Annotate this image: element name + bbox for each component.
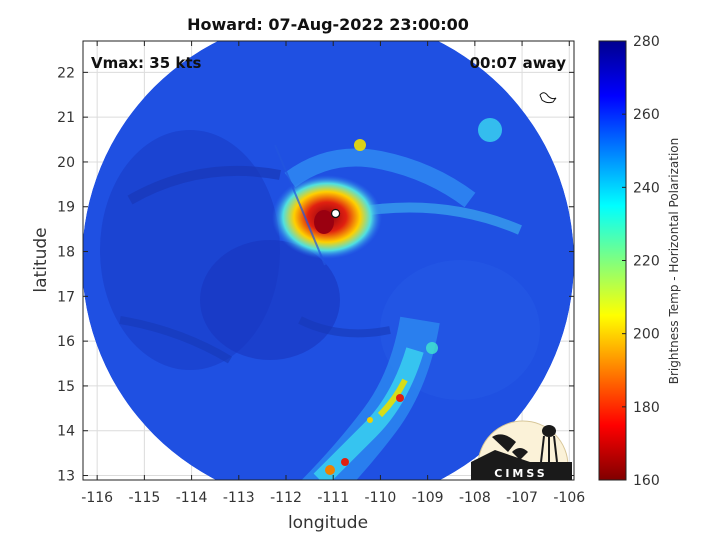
colorbar-ticks: 160 180 200 220 240 260 280 [622, 34, 660, 489]
hot-spot [325, 465, 335, 475]
storm-center-point [330, 208, 341, 219]
colorbar-tick-label: 280 [633, 34, 660, 50]
x-tick-label: -116 [81, 490, 113, 506]
chart-title: Howard: 07-Aug-2022 23:00:00 [187, 15, 469, 34]
land-outline [539, 92, 557, 104]
y-tick-label: 15 [57, 379, 75, 395]
cimss-logo: CIMSS [471, 420, 572, 480]
y-tick-label: 22 [57, 65, 75, 81]
x-tick-label: -113 [223, 490, 255, 506]
x-tick-label: -110 [365, 490, 397, 506]
dark-band [298, 316, 391, 338]
colorbar-tick-label: 220 [633, 254, 660, 270]
rainband-north [284, 148, 476, 208]
cyan-cell [354, 139, 366, 151]
cyan-cell [478, 118, 502, 142]
logo-roof [471, 450, 530, 462]
colorbar-tick-label: 260 [633, 107, 660, 123]
logo-dish [512, 448, 528, 460]
rainband-south-core [313, 347, 424, 480]
colorbar-tick-label: 200 [633, 327, 660, 343]
logo-building [471, 462, 572, 480]
x-tick-label: -106 [553, 490, 585, 506]
y-tick-label: 14 [57, 424, 75, 440]
cyan-cell [426, 342, 438, 354]
x-tick-label: -109 [412, 490, 444, 506]
colorbar-label: Brightness Temp - Horizontal Polarizatio… [667, 138, 681, 385]
y-tick-label: 16 [57, 334, 75, 350]
logo-text: CIMSS [494, 467, 547, 480]
y-axis: 13 14 15 16 17 18 19 20 21 22 [57, 65, 574, 485]
swath-seam [274, 144, 326, 266]
y-tick-label: 21 [57, 110, 75, 126]
x-tick-label: -114 [176, 490, 208, 506]
y-tick-label: 20 [57, 155, 75, 171]
away-annotation: 00:07 away [470, 54, 567, 72]
x-tick-label: -115 [128, 490, 160, 506]
dark-band [119, 316, 233, 364]
colorbar-tick-label: 160 [633, 473, 660, 489]
rainband-south-hot [377, 378, 408, 418]
plot-frame [82, 40, 575, 481]
storm-core [314, 210, 334, 234]
hot-spot [396, 394, 404, 402]
y-axis-label: latitude [31, 227, 51, 292]
x-tick-label: -111 [317, 490, 349, 506]
colorbar [598, 40, 627, 481]
logo-dish [492, 434, 516, 452]
y-tick-label: 18 [57, 245, 75, 261]
x-tick-label: -108 [459, 490, 491, 506]
dark-region [200, 240, 340, 360]
storm-center-marker [330, 208, 341, 219]
colorbar-tick-label: 180 [633, 400, 660, 416]
x-axis-label: longitude [288, 513, 368, 533]
logo-tower-legs [540, 435, 558, 463]
logo-water-tower [542, 425, 556, 437]
hot-spot [341, 458, 349, 466]
colorbar-tick-label: 240 [633, 180, 660, 196]
rainband-east [369, 202, 522, 235]
dark-band [127, 165, 281, 205]
hot-spot [367, 417, 373, 423]
swath [83, 41, 574, 480]
y-tick-label: 19 [57, 200, 75, 216]
y-tick-label: 13 [57, 469, 75, 485]
x-axis: -116 -115 -114 -113 -112 -111 -110 -109 -108 -107… [81, 41, 585, 506]
y-tick-label: 17 [57, 289, 75, 305]
vmax-annotation: Vmax: 35 kts [91, 54, 201, 72]
x-tick-label: -107 [506, 490, 538, 506]
x-tick-label: -112 [270, 490, 302, 506]
